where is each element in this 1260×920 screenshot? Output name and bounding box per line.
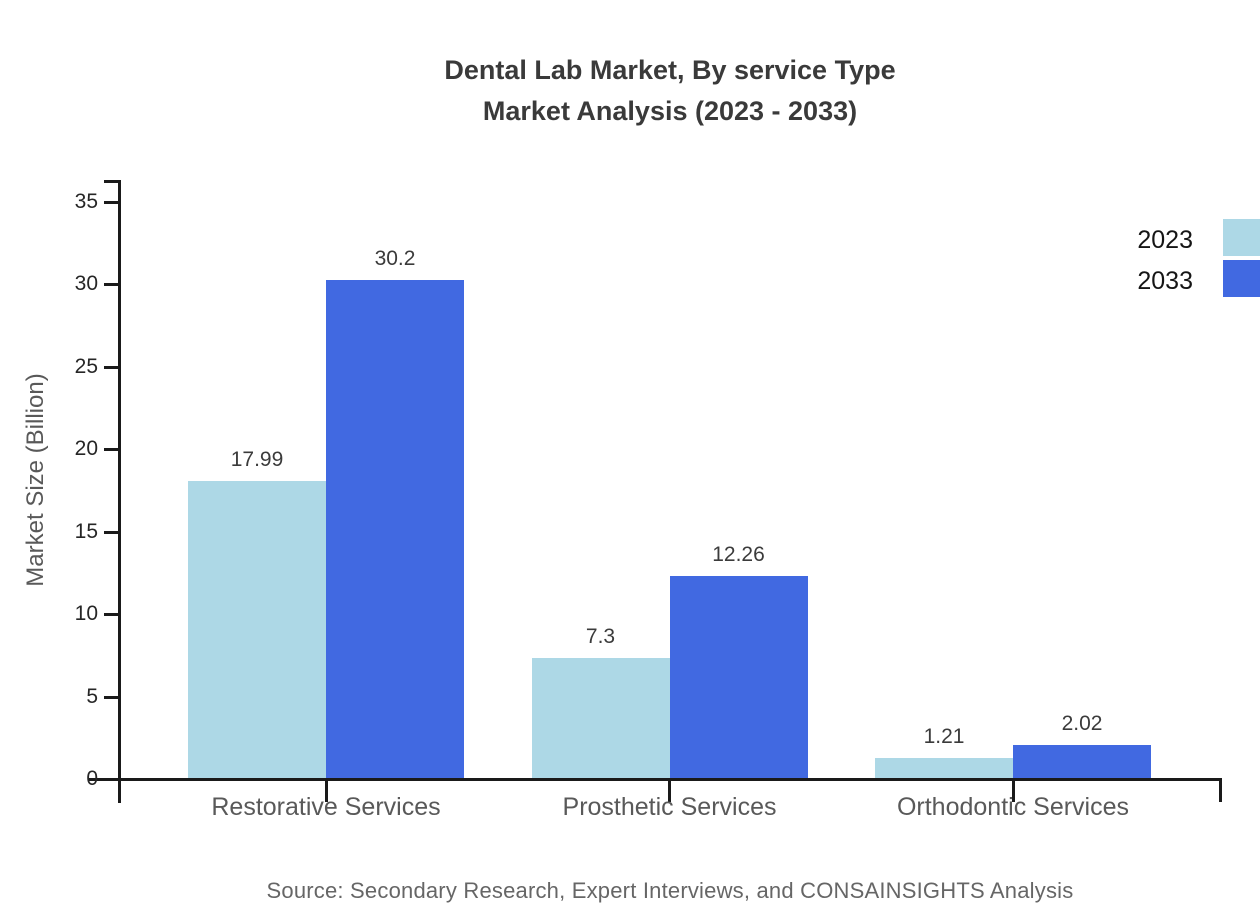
category-label-restorative-services: Restorative Services <box>211 793 441 821</box>
y-tick-0 <box>104 778 118 781</box>
y-tick-label-25: 25 <box>74 354 98 378</box>
bar-2033-restorative-services <box>326 279 464 778</box>
bar-2023-orthodontic-services <box>875 758 1013 778</box>
x-axis-line <box>88 778 1222 781</box>
y-tick-30 <box>104 283 118 286</box>
bar-2033-prosthetic-services <box>669 575 808 778</box>
value-label-2023-orthodontic-services: 1.21 <box>923 725 965 749</box>
category-label-prosthetic-services: Prosthetic Services <box>562 793 777 821</box>
chart-title: Dental Lab Market, By service Type Marke… <box>120 50 1220 132</box>
x-axis-end-cap-tick <box>1219 781 1222 802</box>
y-tick-label-30: 30 <box>74 272 98 295</box>
y-tick-15 <box>104 530 118 534</box>
y-tick-5 <box>104 695 118 699</box>
bar-2023-restorative-services <box>188 481 326 778</box>
y-tick-35 <box>104 200 118 204</box>
y-tick-25 <box>104 365 118 369</box>
y-tick-20 <box>104 448 118 451</box>
x-tick-prosthetic-services <box>668 781 671 802</box>
value-label-2023-restorative-services: 17.99 <box>230 448 284 472</box>
source-note: Source: Secondary Research, Expert Inter… <box>266 878 1074 903</box>
chart-title-line1: Dental Lab Market, By service Type <box>444 55 896 85</box>
y-tick-label-35: 35 <box>74 189 98 213</box>
value-label-2033-restorative-services: 30.2 <box>374 246 416 270</box>
bar-2023-prosthetic-services <box>531 657 670 778</box>
y-tick-label-5: 5 <box>86 684 98 708</box>
legend-swatch-2033 <box>1223 260 1260 297</box>
legend-label-2033: 2033 <box>1137 267 1193 295</box>
value-label-2033-prosthetic-services: 12.26 <box>712 542 765 566</box>
x-tick-orthodontic-services <box>1011 781 1015 802</box>
y-tick-label-10: 10 <box>74 602 98 625</box>
x-tick-restorative-services <box>324 781 328 802</box>
y-axis-end-cap-tick <box>104 180 118 183</box>
category-label-orthodontic-services: Orthodontic Services <box>896 793 1130 821</box>
y-axis-line <box>118 180 121 803</box>
value-label-2023-prosthetic-services: 7.3 <box>585 624 616 648</box>
bar-2033-orthodontic-services <box>1013 744 1151 778</box>
value-label-2033-orthodontic-services: 2.02 <box>1061 711 1103 735</box>
legend-swatch-2023 <box>1223 219 1260 256</box>
y-tick-label-0: 0 <box>86 767 98 790</box>
legend-label-2023: 2023 <box>1137 226 1193 254</box>
chart-title-line2: Market Analysis (2023 - 2033) <box>482 96 858 126</box>
y-tick-label-15: 15 <box>74 519 98 543</box>
y-tick-label-20: 20 <box>74 437 98 460</box>
y-tick-10 <box>104 613 118 616</box>
